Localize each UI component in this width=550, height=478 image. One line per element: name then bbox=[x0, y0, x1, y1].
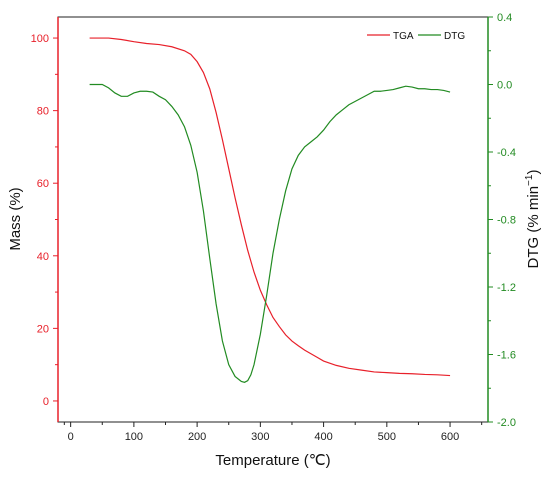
right-axis-ticks: 0.4 0.0 -0.4 -0.8 -1.2 -1.6 -2.0 bbox=[488, 12, 516, 429]
x-tick-label: 500 bbox=[378, 431, 396, 443]
x-axis-title: Temperature (℃) bbox=[215, 452, 330, 469]
series-line-tga bbox=[89, 37, 451, 377]
x-tick-label: 0 bbox=[68, 431, 74, 443]
legend-label-dtg: DTG bbox=[444, 31, 465, 42]
left-tick-label: 20 bbox=[37, 323, 49, 335]
series-line-dtg bbox=[89, 83, 451, 383]
left-axis-title: Mass (%) bbox=[7, 187, 24, 250]
right-tick-label: -0.8 bbox=[497, 215, 516, 227]
plot-frame bbox=[57, 16, 489, 423]
x-tick-label: 600 bbox=[441, 431, 459, 443]
right-tick-label: -2.0 bbox=[497, 417, 516, 429]
right-axis-title-sup: −1 bbox=[524, 174, 535, 186]
x-tick-label: 100 bbox=[125, 431, 143, 443]
left-axis-ticks: 0 20 40 60 80 100 bbox=[31, 33, 58, 408]
right-tick-label: -1.6 bbox=[497, 350, 516, 362]
left-tick-label: 100 bbox=[31, 33, 49, 45]
right-axis-title-end: ) bbox=[525, 170, 542, 175]
right-tick-label: 0.4 bbox=[497, 12, 512, 24]
right-tick-label: -1.2 bbox=[497, 282, 516, 294]
left-tick-label: 80 bbox=[37, 106, 49, 118]
x-axis-ticks: 0 100 200 300 400 500 600 bbox=[63, 422, 483, 443]
right-tick-label: 0.0 bbox=[497, 80, 512, 92]
x-tick-label: 200 bbox=[188, 431, 206, 443]
legend: TGA DTG bbox=[367, 31, 465, 42]
right-tick-label: -0.4 bbox=[497, 147, 516, 159]
right-axis-title-base: DTG (% min bbox=[525, 186, 542, 269]
legend-label-tga: TGA bbox=[393, 31, 414, 42]
left-tick-label: 60 bbox=[37, 178, 49, 190]
x-tick-label: 400 bbox=[314, 431, 332, 443]
x-tick-label: 300 bbox=[251, 431, 269, 443]
left-tick-label: 0 bbox=[43, 396, 49, 408]
left-tick-label: 40 bbox=[37, 251, 49, 263]
right-axis-title: DTG (% min−1) bbox=[524, 170, 542, 269]
